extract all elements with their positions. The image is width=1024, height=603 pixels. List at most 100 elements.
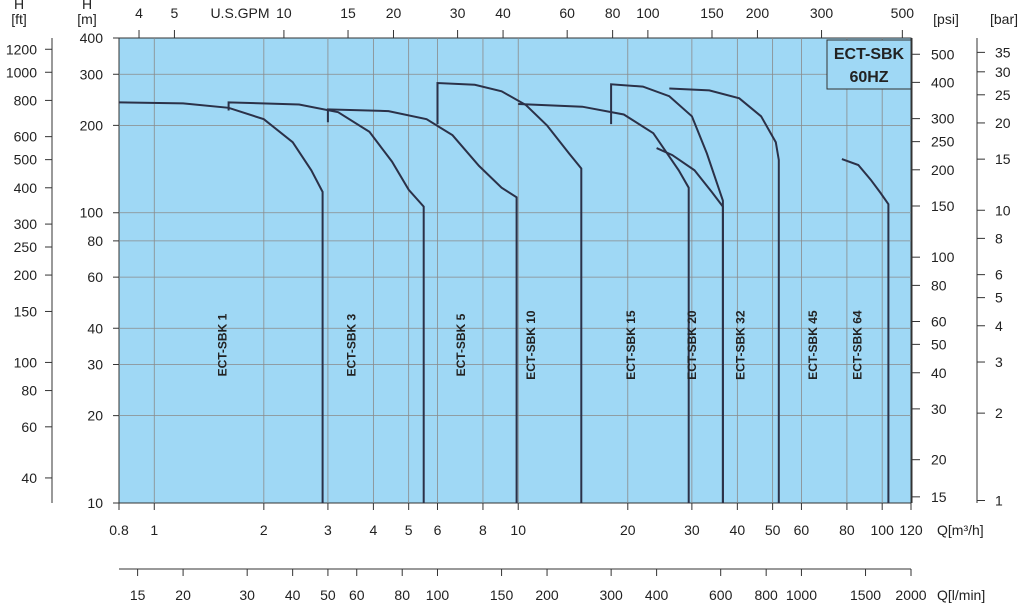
psi-tick-label-1: 400: [931, 74, 955, 90]
lmin-tick-label-16: 2000: [895, 587, 926, 603]
series-label-ect-sbk-5: ECT-SBK 5: [454, 313, 468, 376]
m-tick-label-6: 40: [87, 320, 103, 336]
m3h-tick-label-14: 80: [839, 522, 855, 538]
ft-tick-label-10: 100: [14, 354, 38, 370]
psi-tick-label-8: 60: [931, 314, 947, 330]
m-tick-label-2: 200: [80, 117, 104, 133]
m3h-tick-label-16: 120: [899, 522, 923, 538]
ft-tick-label-2: 800: [14, 92, 38, 108]
top-gpm-axis-unit: U.S.GPM: [210, 5, 269, 21]
gpm-tick-label-3: 15: [340, 5, 356, 21]
psi-tick-label-13: 15: [931, 489, 947, 505]
model-badge-line-2: 60HZ: [849, 69, 888, 86]
psi-tick-label-7: 80: [931, 277, 947, 293]
right-psi-axis-unit: [psi]: [933, 11, 959, 27]
m3h-tick-label-2: 2: [260, 522, 268, 538]
m3h-tick-label-7: 8: [479, 522, 487, 538]
ft-tick-label-8: 200: [14, 267, 38, 283]
m3h-tick-label-11: 40: [730, 522, 746, 538]
series-label-layer: ECT-SBK 1 ECT-SBK 3 ECT-SBK 5 ECT-SBK 10 ECT…: [216, 310, 865, 380]
bar-tick-label-8: 5: [995, 290, 1003, 306]
bar-tick-label-1: 30: [995, 64, 1011, 80]
gpm-tick-label-6: 40: [495, 5, 511, 21]
curve-ect-sbk-32: [656, 147, 724, 503]
ft-tick-label-3: 600: [14, 129, 38, 145]
m3h-tick-label-13: 60: [794, 522, 810, 538]
bar-tick-label-10: 3: [995, 354, 1003, 370]
gpm-tick-label-1: 5: [171, 5, 179, 21]
m3h-tick-label-12: 50: [765, 522, 781, 538]
bar-tick-label-0: 35: [995, 44, 1011, 60]
gpm-tick-label-11: 200: [746, 5, 770, 21]
bar-tick-label-9: 4: [995, 318, 1003, 334]
lmin-tick-label-13: 800: [754, 587, 778, 603]
bar-tick-label-4: 15: [995, 151, 1011, 167]
bottom-lmin-axis-unit: Q[l/min]: [937, 587, 985, 603]
lmin-tick-label-5: 60: [349, 587, 365, 603]
psi-tick-label-10: 40: [931, 365, 947, 381]
m-tick-label-9: 10: [87, 495, 103, 511]
model-badge: ECT-SBK 60HZ: [826, 39, 912, 90]
lmin-tick-label-7: 100: [426, 587, 450, 603]
curve-ect-sbk-45: [669, 87, 780, 503]
psi-tick-label-9: 50: [931, 336, 947, 352]
gpm-tick-label-7: 60: [559, 5, 575, 21]
m-tick-label-3: 100: [80, 205, 104, 221]
left-m-axis-unit: [m]: [77, 11, 96, 27]
model-badge-box: [826, 39, 912, 90]
m3h-tick-label-3: 3: [324, 522, 332, 538]
m3h-tick-label-0: 0.8: [109, 522, 129, 538]
series-label-ect-sbk-1: ECT-SBK 1: [216, 313, 230, 376]
m-tick-label-4: 80: [87, 233, 103, 249]
lmin-tick-label-2: 30: [239, 587, 255, 603]
series-label-ect-sbk-32: ECT-SBK 32: [733, 310, 747, 380]
gpm-tick-label-9: 100: [636, 5, 660, 21]
ft-tick-label-12: 60: [21, 419, 37, 435]
plot-area: [118, 37, 912, 504]
gpm-tick-label-0: 4: [135, 5, 143, 21]
gpm-tick-label-12: 300: [810, 5, 834, 21]
series-label-ect-sbk-10: ECT-SBK 10: [524, 310, 538, 380]
lmin-tick-label-3: 40: [285, 587, 301, 603]
lmin-tick-label-15: 1500: [850, 587, 881, 603]
curve-ect-sbk-5: [326, 108, 518, 503]
series-label-ect-sbk-20: ECT-SBK 20: [685, 310, 699, 380]
m-tick-label-8: 20: [87, 408, 103, 424]
m3h-tick-label-4: 4: [369, 522, 377, 538]
bar-tick-label-6: 8: [995, 230, 1003, 246]
psi-tick-label-3: 250: [931, 134, 955, 150]
psi-tick-label-4: 200: [931, 162, 955, 178]
lmin-tick-label-0: 15: [130, 587, 146, 603]
left-m-axis-title: H: [82, 0, 92, 12]
psi-tick-label-6: 100: [931, 249, 955, 265]
series-label-ect-sbk-45: ECT-SBK 45: [806, 310, 820, 380]
lmin-tick-label-11: 400: [645, 587, 669, 603]
m3h-tick-label-10: 30: [684, 522, 700, 538]
bottom-m3h-axis-unit: Q[m³/h]: [937, 522, 984, 538]
ft-tick-label-0: 1200: [6, 41, 37, 57]
m3h-tick-label-5: 5: [405, 522, 413, 538]
bar-tick-label-3: 20: [995, 115, 1011, 131]
left-ft-axis-title: H: [14, 0, 24, 12]
m-tick-label-5: 60: [87, 269, 103, 285]
gpm-tick-label-8: 80: [605, 5, 621, 21]
m-tick-label-7: 30: [87, 357, 103, 373]
ft-tick-label-4: 500: [14, 152, 38, 168]
ft-tick-label-6: 300: [14, 216, 38, 232]
bar-tick-label-11: 2: [995, 405, 1003, 421]
m3h-tick-label-1: 1: [150, 522, 158, 538]
m-tick-label-0: 400: [80, 30, 104, 46]
psi-tick-label-2: 300: [931, 111, 955, 127]
ft-tick-label-1: 1000: [6, 64, 37, 80]
right-bar-axis-unit: [bar]: [990, 11, 1018, 27]
lmin-tick-label-8: 150: [490, 587, 514, 603]
psi-tick-label-12: 20: [931, 452, 947, 468]
gpm-tick-label-4: 20: [386, 5, 402, 21]
curve-layer: [118, 81, 890, 503]
gpm-tick-label-13: 500: [891, 5, 915, 21]
gpm-tick-label-10: 150: [700, 5, 724, 21]
lmin-tick-label-9: 200: [535, 587, 559, 603]
curve-ect-sbk-64: [841, 158, 890, 503]
lmin-tick-label-12: 600: [709, 587, 733, 603]
